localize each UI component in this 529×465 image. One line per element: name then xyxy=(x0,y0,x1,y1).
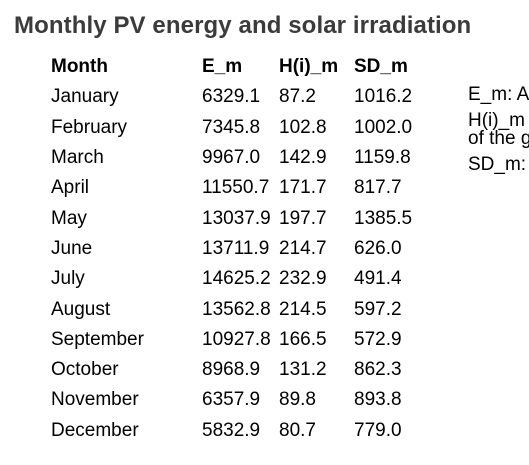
h-i-m-cell: 87.2 xyxy=(279,86,316,108)
h-i-m-cell: 89.8 xyxy=(279,389,316,411)
h-i-m-cell: 232.9 xyxy=(279,268,327,290)
month-cell: July xyxy=(51,268,85,290)
e-m-cell: 9967.0 xyxy=(202,147,261,169)
h-i-m-cell: 171.7 xyxy=(279,177,327,199)
sd-m-cell: 1385.5 xyxy=(354,207,413,229)
e-m-cell: 8968.9 xyxy=(202,359,261,381)
table-row: July 14625.2 232.9 491.4 xyxy=(51,264,424,294)
sd-m-cell: 817.7 xyxy=(354,177,402,199)
note-e-m: E_m: A xyxy=(468,86,529,105)
e-m-cell: 13711.9 xyxy=(202,237,270,259)
month-cell: March xyxy=(51,147,104,169)
h-i-m-cell: 142.9 xyxy=(279,147,327,169)
table-header-row: Month E_m H(i)_m SD_m xyxy=(51,52,424,82)
e-m-cell: 10927.8 xyxy=(202,328,271,350)
month-cell: January xyxy=(51,86,119,108)
sd-m-cell: 1016.2 xyxy=(354,86,413,108)
h-i-m-cell: 214.7 xyxy=(279,237,327,259)
e-m-cell: 6329.1 xyxy=(202,86,261,108)
h-i-m-cell: 80.7 xyxy=(279,419,316,441)
month-cell: April xyxy=(51,177,90,199)
column-header-e-m: E_m xyxy=(202,56,243,78)
sd-m-cell: 1002.0 xyxy=(354,116,413,138)
month-cell: December xyxy=(51,419,139,441)
e-m-cell: 13562.8 xyxy=(202,298,271,320)
e-m-cell: 6357.9 xyxy=(202,389,261,411)
sd-m-cell: 626.0 xyxy=(354,237,402,259)
table-row: August 13562.8 214.5 597.2 xyxy=(51,294,424,324)
table-row: October 8968.9 131.2 862.3 xyxy=(51,355,424,385)
month-cell: August xyxy=(51,298,111,320)
table-row: February 7345.8 102.8 1002.0 xyxy=(51,113,424,143)
table-row: September 10927.8 166.5 572.9 xyxy=(51,325,424,355)
sd-m-cell: 862.3 xyxy=(354,359,402,381)
note-h-i-m-line1: H(i)_m xyxy=(468,110,525,131)
e-m-cell: 14625.2 xyxy=(202,268,271,290)
e-m-cell: 11550.7 xyxy=(202,177,270,199)
notes-panel: E_m: A H(i)_m of the g SD_m: xyxy=(468,86,529,174)
page-title: Monthly PV energy and solar irradiation xyxy=(14,12,472,39)
note-h-i-m-line2: of the g xyxy=(468,128,529,149)
sd-m-cell: 1159.8 xyxy=(354,147,411,169)
sd-m-cell: 893.8 xyxy=(354,389,402,411)
e-m-cell: 13037.9 xyxy=(202,207,271,229)
table-row: March 9967.0 142.9 1159.8 xyxy=(51,143,424,173)
table-body: January 6329.1 87.2 1016.2 February 7345.8 102… xyxy=(51,82,424,446)
sd-m-cell: 572.9 xyxy=(354,328,402,350)
sd-m-cell: 491.4 xyxy=(354,268,402,290)
table-row: November 6357.9 89.8 893.8 xyxy=(51,385,424,415)
month-cell: June xyxy=(51,237,93,259)
month-cell: October xyxy=(51,359,119,381)
table-row: June 13711.9 214.7 626.0 xyxy=(51,234,424,264)
month-cell: February xyxy=(51,116,128,138)
sd-m-cell: 779.0 xyxy=(354,419,402,441)
month-cell: September xyxy=(51,328,144,350)
note-sd-m: SD_m: xyxy=(468,154,527,174)
column-header-month: Month xyxy=(51,56,108,78)
sd-m-cell: 597.2 xyxy=(354,298,402,320)
h-i-m-cell: 214.5 xyxy=(279,298,327,320)
month-cell: May xyxy=(51,207,87,229)
month-cell: November xyxy=(51,389,139,411)
table-row: December 5832.9 80.7 779.0 xyxy=(51,416,424,446)
h-i-m-cell: 131.2 xyxy=(279,359,327,381)
note-h-i-m: H(i)_m of the g xyxy=(468,110,529,149)
e-m-cell: 5832.9 xyxy=(202,419,261,441)
h-i-m-cell: 166.5 xyxy=(279,328,327,350)
table-row: May 13037.9 197.7 1385.5 xyxy=(51,203,424,233)
e-m-cell: 7345.8 xyxy=(202,116,261,138)
column-header-sd-m: SD_m xyxy=(354,56,408,78)
h-i-m-cell: 102.8 xyxy=(279,116,327,138)
table-row: April 11550.7 171.7 817.7 xyxy=(51,173,424,203)
pv-data-table: Month E_m H(i)_m SD_m January 6329.1 87.2 1… xyxy=(51,52,424,446)
h-i-m-cell: 197.7 xyxy=(279,207,327,229)
table-row: January 6329.1 87.2 1016.2 xyxy=(51,82,424,112)
column-header-h-i-m: H(i)_m xyxy=(279,56,339,78)
